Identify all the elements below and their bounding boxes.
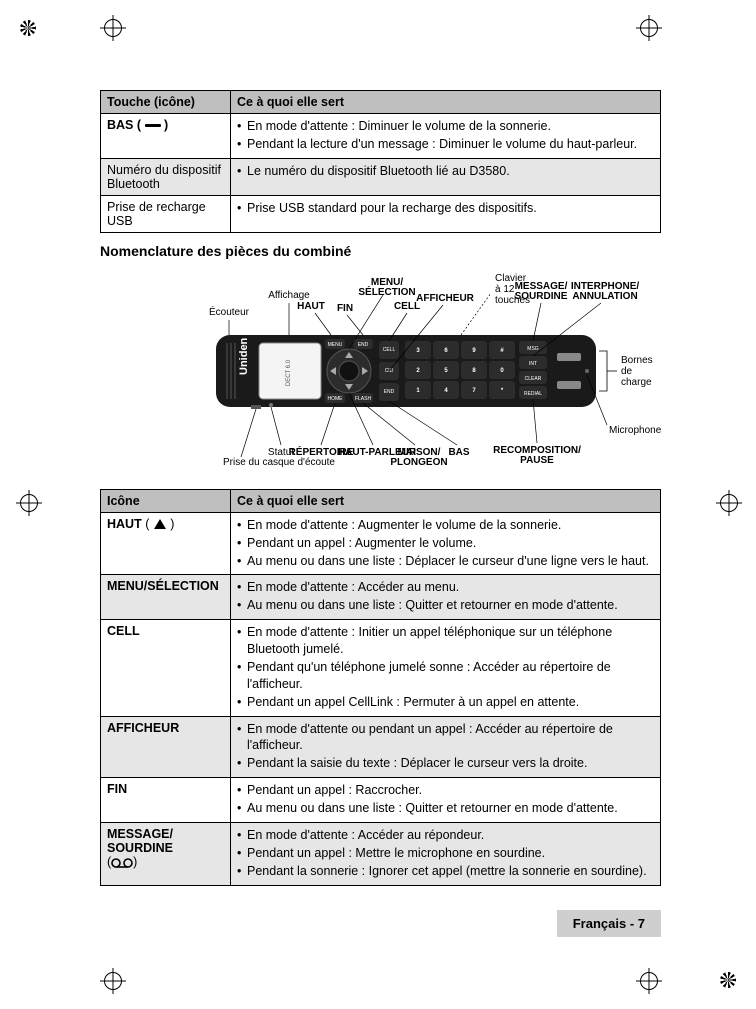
minus-icon <box>145 124 161 127</box>
table-cell-key: AFFICHEUR <box>101 716 231 778</box>
table-cell-key: CELL <box>101 620 231 716</box>
list-item: Pendant la lecture d'un message : Diminu… <box>237 136 654 153</box>
lbl-afficheur: AFFICHEUR <box>416 293 475 304</box>
table-cell-desc: En mode d'attente : Initier un appel tél… <box>231 620 661 716</box>
table-cell-desc: En mode d'attente : Accéder au menu.Au m… <box>231 575 661 620</box>
list-item: En mode d'attente ou pendant un appel : … <box>237 721 654 755</box>
handset-diagram: Uniden DECT 6.0 MENU END <box>100 265 661 475</box>
list-item: Pendant un appel CellLink : Permuter à u… <box>237 694 654 711</box>
lbl-haut: HAUT <box>297 301 325 312</box>
list-item: Pendant un appel : Raccrocher. <box>237 782 654 799</box>
lbl-bornes: Bornes <box>621 355 653 366</box>
list-item: Pendant un appel : Augmenter le volume. <box>237 535 654 552</box>
table-cell-key: FIN <box>101 778 231 823</box>
page-footer: Français - 7 <box>100 910 661 937</box>
table-cell-desc: En mode d'attente : Augmenter le volume … <box>231 512 661 575</box>
footer-page-number: Français - 7 <box>557 910 661 937</box>
list-item: Pendant un appel : Mettre le microphone … <box>237 845 654 862</box>
svg-text:CLEAR: CLEAR <box>524 376 541 382</box>
table-cell-key: Numéro du dispositif Bluetooth <box>101 158 231 195</box>
section-title: Nomenclature des pièces du combiné <box>100 243 661 259</box>
svg-text:CELL: CELL <box>382 347 395 353</box>
svg-text:MSG: MSG <box>527 346 539 352</box>
svg-text:REDIAL: REDIAL <box>523 391 541 397</box>
table-row: AFFICHEUREn mode d'attente ou pendant un… <box>101 716 661 778</box>
svg-text:PLONGEON: PLONGEON <box>390 457 447 468</box>
svg-text:INT: INT <box>528 361 536 367</box>
svg-text:END: END <box>357 342 368 348</box>
lbl-mic: Microphone <box>609 425 661 436</box>
lbl-casque: Prise du casque d'écoute <box>223 457 335 468</box>
table-cell-key: MESSAGE/ SOURDINE() <box>101 822 231 885</box>
table2-header-icon: Icône <box>101 489 231 512</box>
table-cell-desc: Le numéro du dispositif Bluetooth lié au… <box>231 158 661 195</box>
svg-text:SÉLECTION: SÉLECTION <box>358 285 415 298</box>
list-item: Au menu ou dans une liste : Quitter et r… <box>237 800 654 817</box>
list-item: En mode d'attente : Accéder au répondeur… <box>237 827 654 844</box>
lbl-bas: BAS <box>448 447 469 458</box>
table-cell-key: BAS ( ) <box>101 114 231 159</box>
table-row: Numéro du dispositif Bluetooth Le numéro … <box>101 158 661 195</box>
svg-text:Uniden: Uniden <box>238 337 250 375</box>
triangle-up-icon <box>153 518 167 530</box>
table2-header-desc: Ce à quoi elle sert <box>231 489 661 512</box>
list-item: Le numéro du dispositif Bluetooth lié au… <box>237 163 654 180</box>
table-row: MENU/SÉLECTIONEn mode d'attente : Accéde… <box>101 575 661 620</box>
list-item: En mode d'attente : Accéder au menu. <box>237 579 654 596</box>
svg-text:de: de <box>621 366 633 377</box>
table1-header-desc: Ce à quoi elle sert <box>231 91 661 114</box>
table-row: FINPendant un appel : Raccrocher.Au menu… <box>101 778 661 823</box>
lbl-affichage: Affichage <box>268 290 310 301</box>
svg-text:à 12: à 12 <box>495 284 515 295</box>
list-item: En mode d'attente : Augmenter le volume … <box>237 517 654 534</box>
table-cell-key: MENU/SÉLECTION <box>101 575 231 620</box>
svg-text:charge: charge <box>621 377 652 388</box>
svg-text:DECT 6.0: DECT 6.0 <box>286 359 292 386</box>
list-item: En mode d'attente : Diminuer le volume d… <box>237 118 654 135</box>
list-item: En mode d'attente : Initier un appel tél… <box>237 624 654 658</box>
list-item: Pendant la sonnerie : Ignorer cet appel … <box>237 863 654 880</box>
lbl-ecouteur: Écouteur <box>208 305 249 318</box>
svg-text:ANNULATION: ANNULATION <box>572 291 637 302</box>
table-row: CELLEn mode d'attente : Initier un appel… <box>101 620 661 716</box>
svg-text:END: END <box>383 389 394 395</box>
table-cell-desc: En mode d'attente : Accéder au répondeur… <box>231 822 661 885</box>
svg-text:MENU: MENU <box>327 342 342 348</box>
table-cell-desc: Prise USB standard pour la recharge des … <box>231 195 661 232</box>
table-row: BAS ( ) En mode d'attente : Diminuer le v… <box>101 114 661 159</box>
table1-header-key: Touche (icône) <box>101 91 231 114</box>
lbl-fin: FIN <box>336 303 352 314</box>
icon-function-table-2: Icône Ce à quoi elle sert HAUT ( )En mod… <box>100 489 661 886</box>
table-row: HAUT ( ) En mode d'attente : Augmenter le… <box>101 512 661 575</box>
table-cell-key: HAUT ( ) <box>101 512 231 575</box>
list-item: Pendant qu'un téléphone jumelé sonne : A… <box>237 659 654 693</box>
list-item: Au menu ou dans une liste : Déplacer le … <box>237 553 654 570</box>
page-content: Touche (icône) Ce à quoi elle sert BAS (… <box>0 0 756 1007</box>
table-cell-desc: En mode d'attente ou pendant un appel : … <box>231 716 661 778</box>
svg-text:FLASH: FLASH <box>354 396 371 402</box>
table-cell-desc: En mode d'attente : Diminuer le volume d… <box>231 114 661 159</box>
svg-text:PAUSE: PAUSE <box>520 455 554 466</box>
list-item: Prise USB standard pour la recharge des … <box>237 200 654 217</box>
svg-text:SOURDINE: SOURDINE <box>514 291 567 302</box>
list-item: Pendant la saisie du texte : Déplacer le… <box>237 755 654 772</box>
list-item: Au menu ou dans une liste : Quitter et r… <box>237 597 654 614</box>
key-function-table-1: Touche (icône) Ce à quoi elle sert BAS (… <box>100 90 661 233</box>
table-cell-key: Prise de recharge USB <box>101 195 231 232</box>
table-cell-desc: Pendant un appel : Raccrocher.Au menu ou… <box>231 778 661 823</box>
voicemail-icon <box>111 858 133 868</box>
table-row: MESSAGE/ SOURDINE() En mode d'attente : A… <box>101 822 661 885</box>
table-row: Prise de recharge USB Prise USB standard … <box>101 195 661 232</box>
svg-text:HOME: HOME <box>327 396 343 402</box>
